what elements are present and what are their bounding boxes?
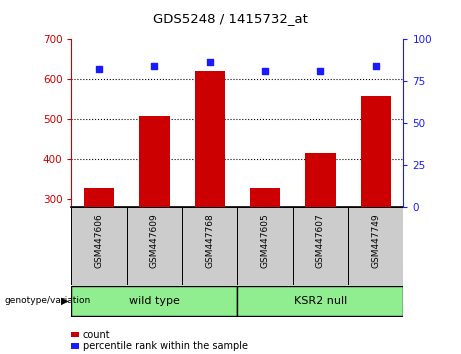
Text: KSR2 null: KSR2 null — [294, 296, 347, 306]
Text: GDS5248 / 1415732_at: GDS5248 / 1415732_at — [153, 12, 308, 25]
Bar — [250, 188, 280, 207]
Bar — [71, 286, 237, 315]
Text: GSM447768: GSM447768 — [205, 213, 214, 268]
Point — [317, 68, 324, 74]
Bar — [139, 116, 170, 207]
Bar — [237, 286, 403, 315]
Text: percentile rank within the sample: percentile rank within the sample — [83, 341, 248, 351]
Bar — [71, 207, 127, 285]
Point — [206, 59, 213, 65]
Bar — [361, 96, 391, 207]
Bar — [305, 153, 336, 207]
Bar — [195, 70, 225, 207]
Point — [372, 63, 379, 69]
Text: count: count — [83, 330, 111, 339]
Text: GSM447606: GSM447606 — [95, 213, 104, 268]
Bar — [84, 188, 114, 207]
Bar — [293, 207, 348, 285]
Point — [151, 63, 158, 69]
Bar — [237, 207, 293, 285]
Text: GSM447605: GSM447605 — [260, 213, 270, 268]
Text: GSM447609: GSM447609 — [150, 213, 159, 268]
Point — [261, 68, 269, 74]
Bar — [182, 207, 237, 285]
Bar — [348, 207, 403, 285]
Bar — [127, 207, 182, 285]
Text: GSM447749: GSM447749 — [371, 213, 380, 268]
Point — [95, 67, 103, 72]
Text: ▶: ▶ — [61, 296, 68, 306]
Text: wild type: wild type — [129, 296, 180, 306]
Text: GSM447607: GSM447607 — [316, 213, 325, 268]
Text: genotype/variation: genotype/variation — [5, 296, 91, 306]
